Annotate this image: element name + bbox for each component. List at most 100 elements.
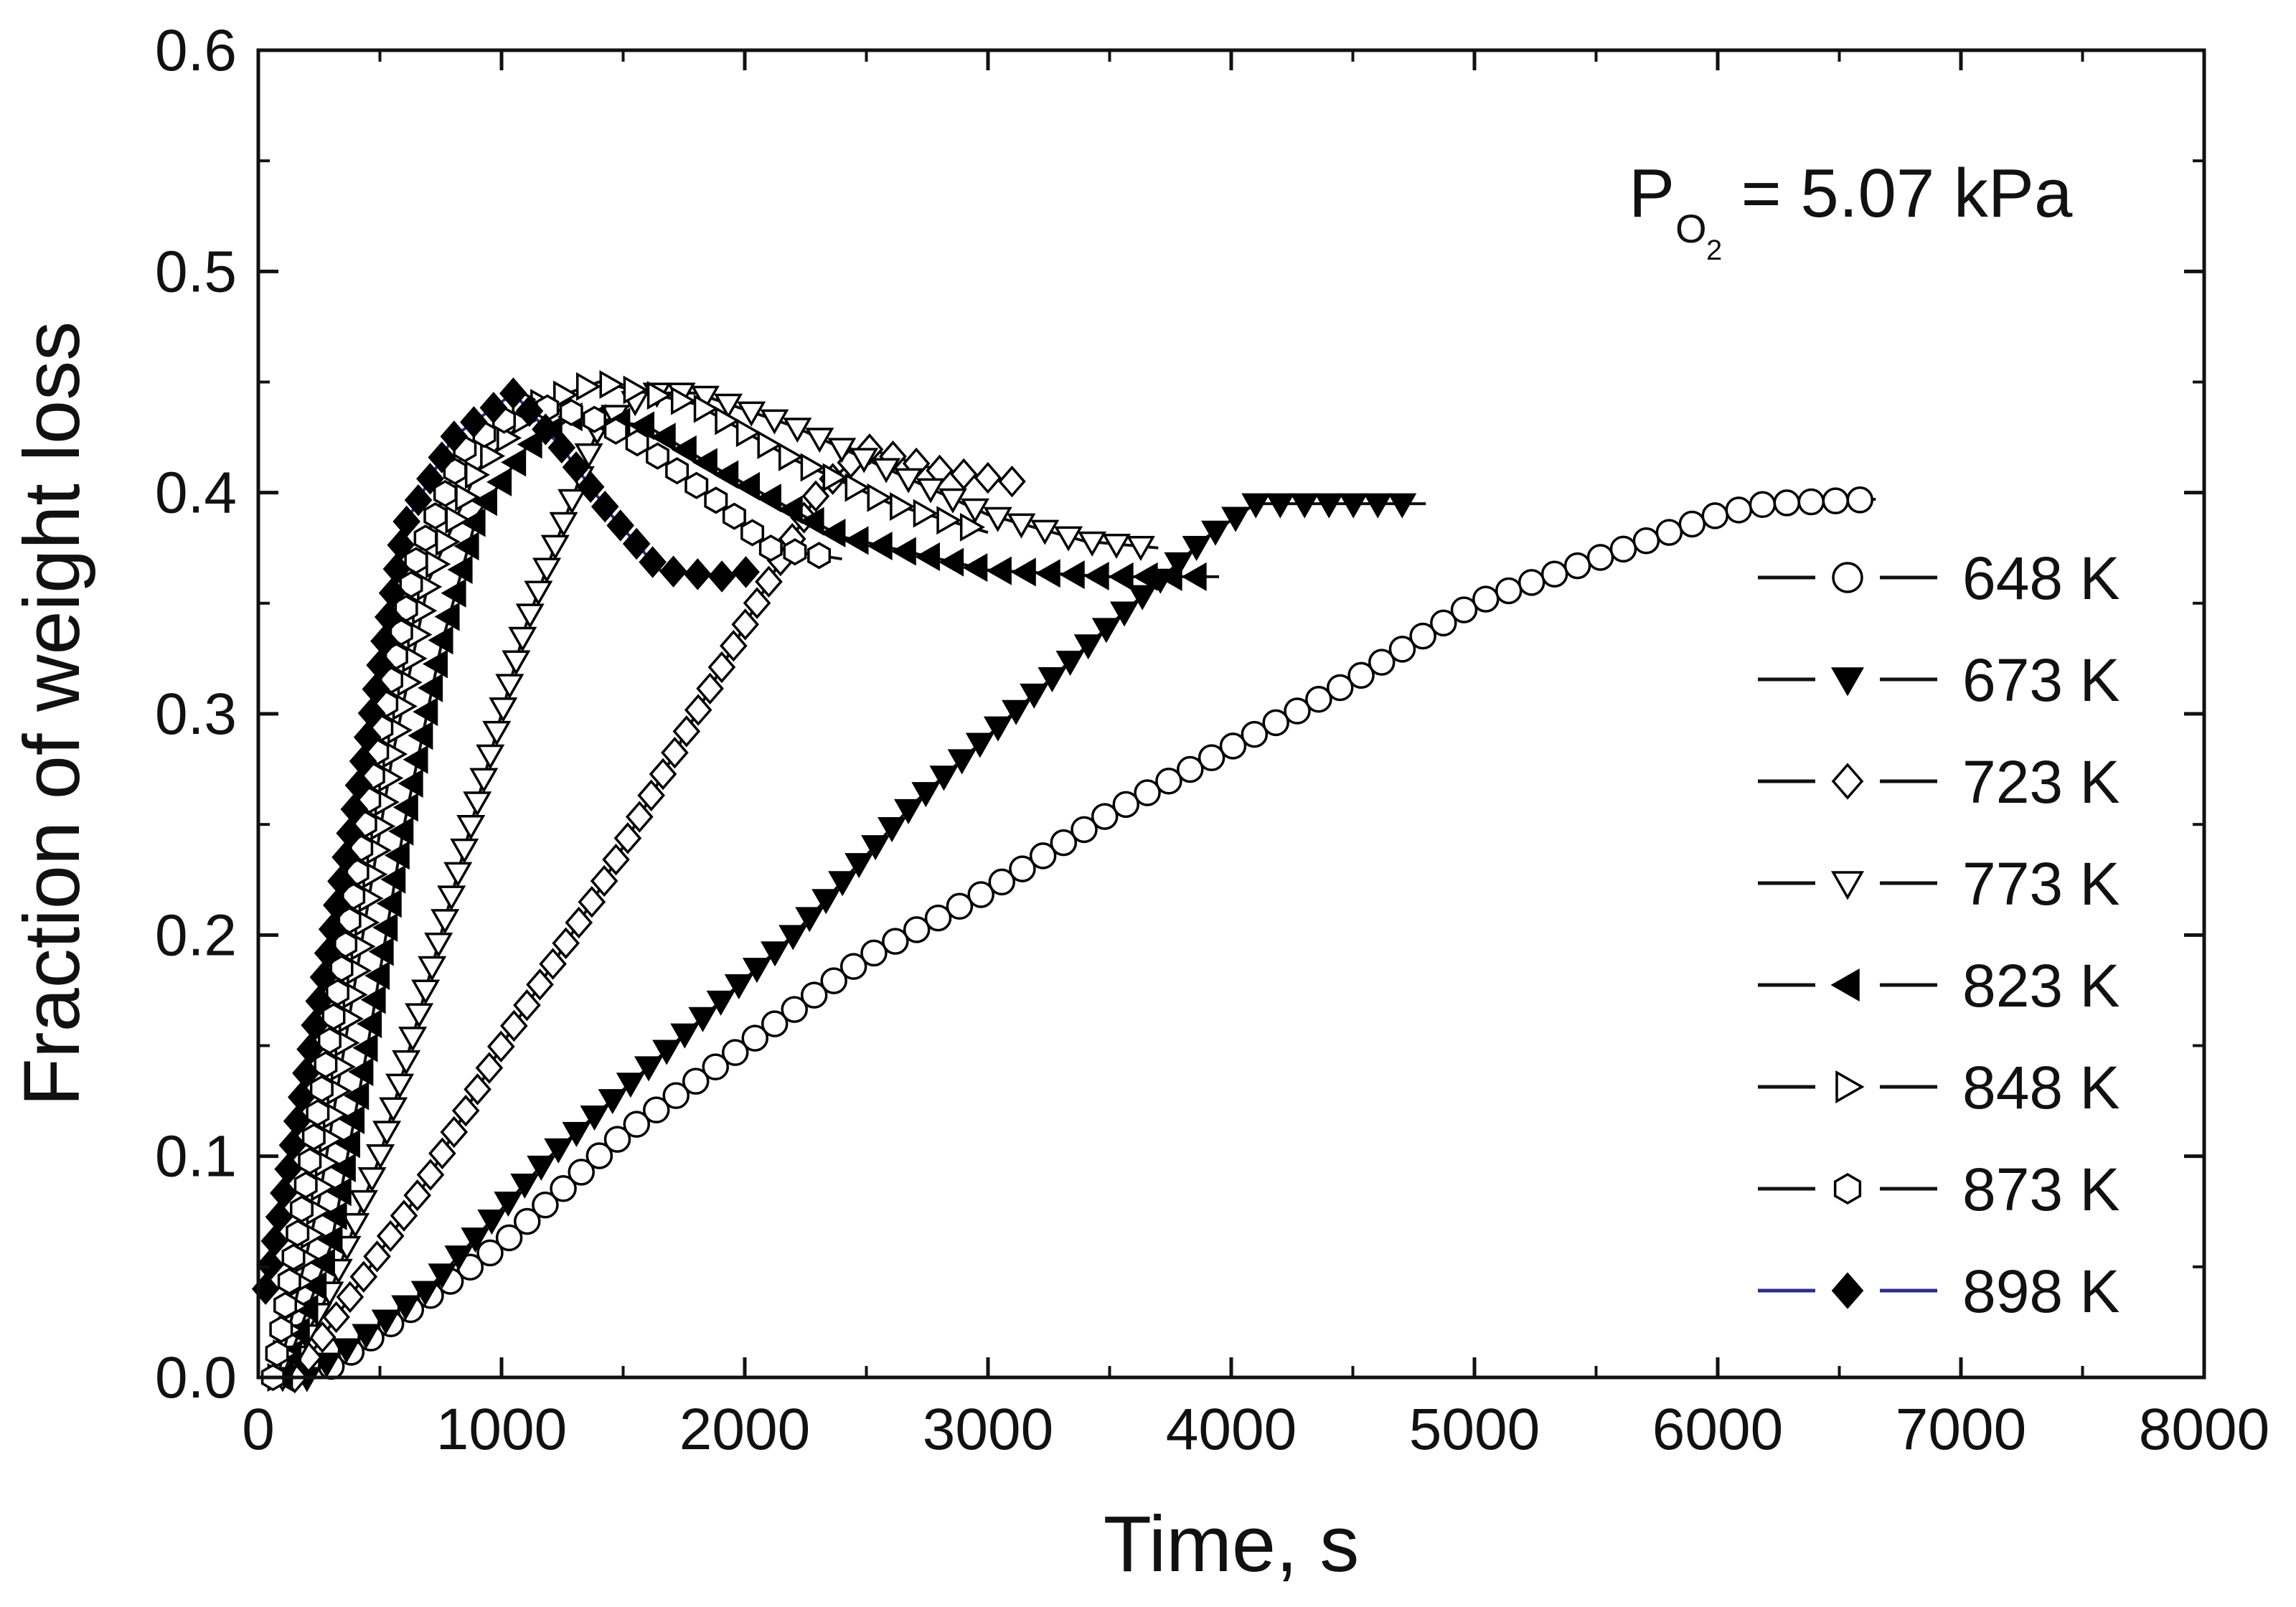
data-point: [894, 798, 923, 824]
data-point: [598, 1089, 627, 1115]
data-point: [1010, 557, 1036, 587]
data-point: [376, 1220, 405, 1253]
data-point: [382, 552, 411, 585]
data-point: [1749, 491, 1777, 519]
data-point: [1071, 816, 1098, 844]
data-point: [278, 1128, 307, 1161]
data-point: [637, 779, 665, 811]
data-point: [336, 817, 364, 849]
legend-entry: 873 K: [1758, 1156, 2120, 1223]
data-point: [441, 578, 466, 608]
data-point: [1241, 493, 1271, 519]
data-point: [1109, 601, 1139, 627]
data-point: [911, 782, 941, 808]
data-point: [652, 1040, 682, 1065]
data-point: [670, 1023, 700, 1049]
data-point: [1586, 544, 1614, 571]
data-point: [293, 1171, 318, 1199]
data-point: [476, 744, 505, 770]
data-point: [387, 529, 415, 561]
data-point: [1305, 685, 1332, 713]
data-point: [344, 769, 373, 801]
data-point: [684, 471, 709, 499]
legend-marker: [1830, 667, 1865, 697]
y-tick-label: 0.3: [155, 682, 237, 747]
data-point: [269, 1315, 293, 1343]
legend-label: 773 K: [1962, 850, 2120, 918]
data-point: [260, 1225, 289, 1258]
data-point: [1284, 697, 1311, 725]
data-point: [616, 1073, 645, 1098]
data-point: [606, 509, 635, 542]
data-point: [844, 473, 870, 502]
data-point: [357, 1167, 387, 1193]
data-point: [938, 488, 968, 514]
data-point: [392, 505, 421, 538]
data-point: [1164, 552, 1193, 578]
data-point: [661, 736, 689, 769]
data-point: [1059, 560, 1085, 590]
series-layer: [251, 369, 1876, 1394]
legend-label: 848 K: [1962, 1054, 2120, 1121]
data-point: [423, 502, 448, 530]
plot-frame: [256, 48, 2206, 1380]
data-point: [510, 1173, 540, 1199]
data-point: [732, 556, 760, 588]
data-point: [682, 1068, 710, 1095]
data-point: [435, 527, 461, 557]
data-point: [301, 1123, 326, 1151]
data-point: [850, 448, 879, 473]
data-point: [1326, 674, 1354, 702]
data-point: [256, 1249, 284, 1281]
data-point: [1055, 651, 1085, 677]
legend-marker: [1835, 1070, 1865, 1104]
data-point: [326, 1177, 352, 1207]
data-point: [878, 816, 907, 843]
data-point: [1128, 585, 1157, 611]
data-point: [801, 480, 830, 512]
data-point: [634, 1056, 664, 1082]
data-point: [411, 979, 441, 1005]
data-point: [274, 1153, 302, 1185]
data-point: [623, 1111, 651, 1138]
data-point: [625, 801, 654, 833]
legend-marker: [1830, 968, 1860, 1002]
data-point: [495, 674, 524, 699]
data-point: [988, 868, 1016, 896]
data-point: [890, 537, 916, 566]
data-point: [475, 1052, 504, 1084]
data-point: [613, 822, 642, 854]
data-point: [946, 892, 974, 920]
data-point: [1221, 506, 1251, 532]
data-point: [757, 430, 783, 460]
data-point: [1314, 493, 1344, 519]
data-point: [1029, 842, 1057, 870]
data-point: [502, 650, 531, 676]
data-point: [450, 838, 479, 864]
data-point: [692, 448, 718, 477]
data-point: [289, 1195, 314, 1223]
data-point: [742, 958, 771, 984]
data-point: [270, 1177, 298, 1210]
data-point: [1797, 488, 1825, 516]
data-point: [1002, 699, 1031, 725]
data-point: [445, 505, 471, 534]
data-point: [622, 527, 651, 560]
data-point: [489, 697, 518, 723]
data-point: [428, 441, 456, 473]
data-point: [807, 542, 832, 570]
data-point: [499, 377, 527, 410]
data-point: [514, 1207, 541, 1235]
series-823-k: [268, 402, 1220, 1392]
data-point: [391, 1295, 420, 1321]
data-point: [453, 532, 479, 561]
data-point: [820, 519, 846, 548]
data-point: [301, 1271, 327, 1301]
data-point: [353, 721, 382, 753]
data-point: [731, 608, 760, 641]
data-point: [724, 974, 753, 1000]
data-point: [460, 508, 486, 537]
data-point: [735, 471, 761, 501]
data-point: [1609, 535, 1637, 563]
